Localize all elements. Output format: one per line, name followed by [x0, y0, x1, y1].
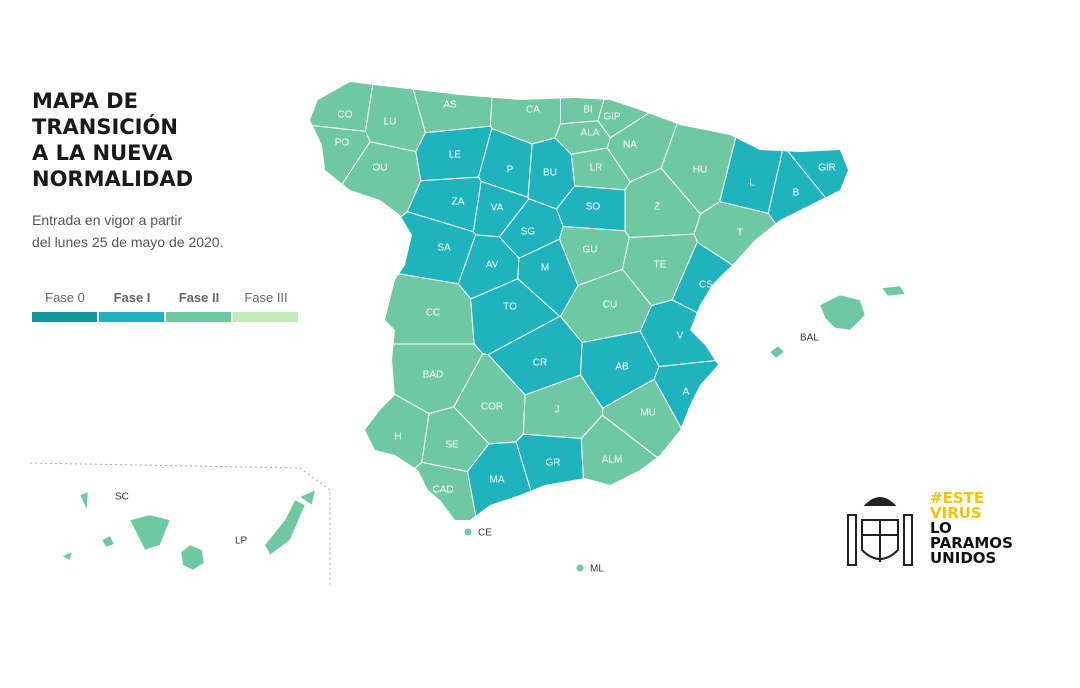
- subtitle-line: Entrada en vigor a partir: [32, 212, 183, 228]
- province-label: AS: [443, 100, 457, 111]
- province-label: GIP: [603, 112, 621, 123]
- province-label: AV: [486, 260, 499, 271]
- legend-label: Fase III: [244, 290, 287, 305]
- legend-swatch: [99, 312, 164, 322]
- island-label: BAL: [800, 333, 819, 344]
- city-dot: [464, 528, 472, 536]
- province-label: ZA: [452, 197, 465, 208]
- island: [881, 285, 906, 297]
- province-label: VA: [491, 203, 504, 214]
- province-label: LE: [449, 150, 462, 161]
- island: [79, 491, 89, 511]
- province-label: BI: [583, 105, 592, 116]
- province-label: COR: [481, 402, 503, 413]
- island: [180, 544, 205, 571]
- title-line: TRANSICIÓN: [32, 114, 178, 139]
- island: [101, 535, 115, 548]
- subtitle-line: del lunes 25 de mayo de 2020.: [32, 234, 223, 250]
- province-label: CS: [699, 280, 713, 291]
- city-label: CE: [478, 528, 492, 539]
- logo-slogan: UNIDOS: [930, 549, 996, 567]
- city-dot: [576, 564, 584, 572]
- province-label: ALA: [581, 128, 600, 139]
- island: [61, 551, 73, 561]
- legend-label: Fase I: [114, 290, 151, 305]
- province-label: H: [394, 432, 401, 443]
- city-label: ML: [590, 564, 604, 575]
- province-label: M: [541, 263, 549, 274]
- island: [299, 489, 316, 506]
- province-label: P: [507, 165, 514, 176]
- legend-label: Fase II: [179, 290, 219, 305]
- province-label: T: [737, 228, 743, 239]
- province-label: A: [683, 387, 690, 398]
- province-label: ALM: [602, 455, 623, 466]
- island: [769, 345, 785, 359]
- province: [489, 82, 561, 145]
- province-label: V: [677, 331, 684, 342]
- logo-slogan: PARAMOS: [930, 534, 1013, 552]
- province: [639, 299, 780, 368]
- province-label: SE: [445, 440, 459, 451]
- province-label: GR: [546, 458, 561, 469]
- province-label: BU: [543, 168, 557, 179]
- logo-hashtag: VIRUS: [930, 504, 982, 522]
- province: [310, 122, 371, 266]
- province-label: SA: [437, 243, 451, 254]
- legend-swatch: [233, 312, 298, 322]
- province-label: OU: [373, 163, 388, 174]
- province-label: CC: [426, 308, 440, 319]
- legend-swatch: [32, 312, 97, 322]
- island-label: SC: [115, 492, 129, 503]
- province-label: B: [793, 188, 800, 199]
- coat-of-arms: [847, 497, 913, 566]
- province-label: MA: [490, 475, 505, 486]
- province-label: SG: [521, 227, 536, 238]
- island: [129, 514, 171, 551]
- province-label: CO: [338, 110, 353, 121]
- logo-hashtag: #ESTE: [930, 489, 984, 507]
- province-label: CR: [533, 358, 547, 369]
- title-line: NORMALIDAD: [32, 167, 193, 191]
- province-label: CAD: [432, 485, 453, 496]
- province-label: MU: [640, 408, 656, 419]
- province-label: CU: [603, 300, 617, 311]
- province: [364, 82, 426, 153]
- province-label: TO: [503, 302, 517, 313]
- province-label: GU: [583, 245, 598, 256]
- province-label: HU: [693, 165, 707, 176]
- province-label: NA: [623, 140, 637, 151]
- logo-slogan: LO: [930, 519, 952, 537]
- province-label: LR: [590, 163, 603, 174]
- province-label: SO: [586, 202, 601, 213]
- province: [693, 201, 848, 355]
- province-label: Z: [654, 202, 660, 213]
- title-line: A LA NUEVA: [32, 141, 173, 165]
- province-label: CA: [526, 105, 540, 116]
- province-label: AB: [615, 362, 629, 373]
- province-label: GIR: [818, 163, 836, 174]
- island: [264, 499, 306, 556]
- province: [310, 82, 378, 132]
- island: [819, 294, 866, 331]
- province: [653, 353, 848, 520]
- inset-border: [29, 462, 331, 586]
- province-label: J: [555, 405, 560, 416]
- province: [329, 461, 481, 520]
- province-label: TE: [654, 260, 667, 271]
- province-label: PO: [335, 138, 350, 149]
- province-label: LU: [384, 117, 397, 128]
- island-label: LP: [235, 536, 248, 547]
- legend-label: Fase 0: [45, 290, 85, 305]
- title-line: MAPA DE: [32, 89, 138, 113]
- province-label: BAD: [423, 370, 444, 381]
- legend-swatch: [166, 312, 231, 322]
- province-label: L: [749, 178, 755, 189]
